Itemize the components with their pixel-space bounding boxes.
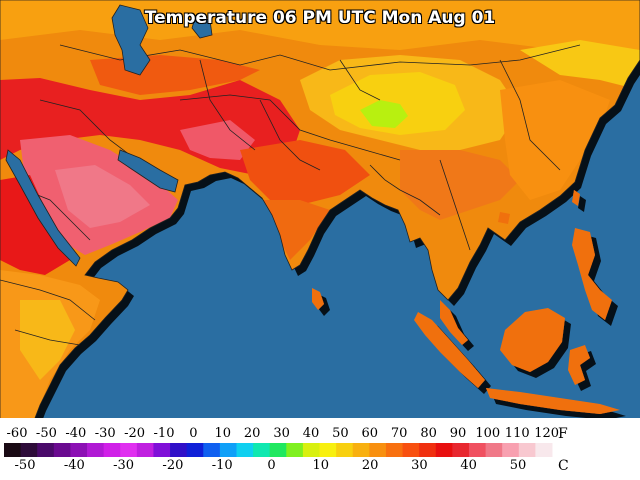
legend-f-tick: 0 [189, 426, 198, 441]
legend-c-tick: -50 [14, 458, 36, 473]
colorbar-swatch [153, 443, 171, 457]
colorbar-swatch [286, 443, 304, 457]
colorbar-swatch [419, 443, 437, 457]
colorbar-swatch [485, 443, 503, 457]
legend-c-tick: 0 [267, 458, 276, 473]
colorbar-swatch [170, 443, 188, 457]
colorbar-swatch [253, 443, 271, 457]
red-sea [5, 149, 81, 267]
zone-tibet-cold [360, 100, 408, 128]
legend-c-tick: 10 [312, 458, 330, 473]
colorbar-swatch [518, 443, 536, 457]
legend-f-tick: 50 [332, 426, 349, 441]
weather-map: Temperature 06 PM UTC Mon Aug 01 [0, 0, 640, 419]
colorbar-swatch [402, 443, 420, 457]
colorbar-swatch [319, 443, 337, 457]
legend-c-tick: -40 [63, 458, 85, 473]
colorbar-swatch [385, 443, 404, 457]
legend-c-tick: -20 [162, 458, 184, 473]
legend-f-unit: F [558, 426, 568, 442]
zone-india [240, 140, 370, 205]
colorbar-swatch [369, 443, 387, 457]
colorbar-swatch [70, 443, 88, 457]
legend-f-tick: 80 [420, 426, 437, 441]
colorbar-swatch [203, 443, 221, 457]
colorbar-swatch [37, 443, 55, 457]
colorbar-swatch [468, 443, 487, 457]
legend-f-tick: -50 [35, 426, 57, 441]
legend-f-tick: 40 [302, 426, 320, 441]
temperature-legend: -60 -50 -40 -30 -20 -10 0 10 20 30 40 50 60 70 80 90 100… [0, 418, 640, 480]
legend-f-tick: -20 [124, 426, 146, 441]
colorbar-swatch [302, 443, 321, 457]
legend-f-tick: 70 [390, 426, 408, 441]
persian-gulf [117, 149, 179, 193]
legend-f-tick: 30 [273, 426, 290, 441]
colorbar-swatch [103, 443, 121, 457]
legend-f-tick: 90 [449, 426, 467, 441]
legend-colorbar [4, 443, 553, 457]
legend-f-tick: 120 [534, 426, 560, 441]
colorbar-swatch [186, 443, 204, 457]
legend-f-tick: 20 [243, 426, 261, 441]
colorbar-swatch [435, 443, 453, 457]
colorbar-swatch [452, 443, 470, 457]
legend-c-tick: 30 [411, 458, 428, 473]
colorbar-swatch [87, 443, 105, 457]
legend-c-tick: 40 [460, 458, 477, 473]
legend-f-tick: -30 [94, 426, 116, 441]
colorbar-swatch [219, 443, 237, 457]
colorbar-swatch [136, 443, 154, 457]
map-title: Temperature 06 PM UTC Mon Aug 01 [144, 8, 496, 28]
legend-c-tick: -30 [113, 458, 135, 473]
colorbar-swatch [502, 443, 520, 457]
country-borders [0, 0, 640, 419]
colorbar-swatch [120, 443, 138, 457]
zone-north [0, 0, 640, 60]
legend-c-tick: -10 [211, 458, 233, 473]
legend-f-tick: 100 [475, 426, 501, 441]
colorbar-swatch [53, 443, 71, 457]
legend-f-tick: -60 [6, 426, 28, 441]
legend-f-tick: 60 [361, 426, 379, 441]
legend-c-unit: C [558, 458, 569, 474]
colorbar-swatch [236, 443, 254, 457]
legend-c-tick: 20 [361, 458, 379, 473]
legend-c-tick: 50 [509, 458, 527, 473]
colorbar-swatch [535, 443, 553, 457]
caspian-sea [111, 4, 151, 76]
legend-f-tick: 110 [504, 426, 530, 441]
colorbar-swatch [336, 443, 354, 457]
colorbar-swatch [4, 443, 22, 457]
colorbar-swatch [269, 443, 287, 457]
legend-f-tick: -40 [65, 426, 87, 441]
legend-f-tick: -10 [153, 426, 175, 441]
legend-f-tick: 10 [214, 426, 232, 441]
colorbar-swatch [352, 443, 370, 457]
colorbar-swatch [20, 443, 38, 457]
